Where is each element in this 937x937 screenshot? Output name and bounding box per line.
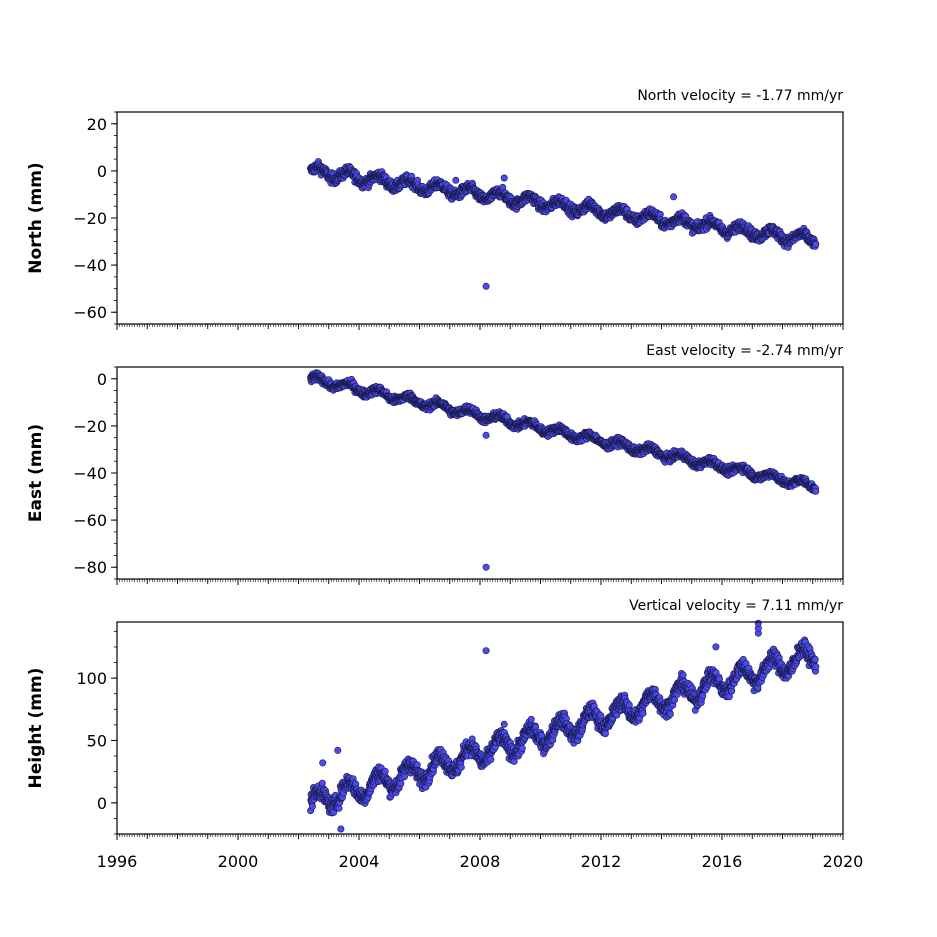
north-outlier-point [500, 174, 508, 182]
north-axes-frame [116, 111, 844, 325]
east-velocity-title: East velocity = -2.74 mm/yr [646, 343, 843, 359]
east-outlier-point [482, 431, 490, 439]
north-outlier-point [452, 176, 460, 184]
north-panel: North velocity = -1.77 mm/yr North (mm) … [26, 88, 844, 330]
height-axis-label: Height (mm) [26, 668, 46, 789]
height-data-point [397, 780, 405, 788]
north-data-point [812, 240, 820, 248]
height-data-point [335, 804, 343, 812]
height-panel: Vertical velocity = 7.11 mm/yr Height (m… [26, 598, 863, 871]
north-outlier-point [670, 193, 678, 201]
height-data-point [318, 779, 326, 787]
north-ytick-label: −60 [73, 303, 107, 322]
north-ytick-label: −40 [73, 256, 107, 275]
north-axis-label: North (mm) [26, 162, 46, 273]
height-scatter-series [307, 619, 820, 833]
height-data-point [400, 773, 408, 781]
east-ytick-label: −60 [73, 511, 107, 530]
east-axis-label: East (mm) [26, 424, 46, 522]
height-data-point [381, 767, 389, 775]
north-ytick-label: −20 [73, 209, 107, 228]
north-outlier-point [482, 282, 490, 290]
east-ytick-label: 0 [97, 370, 107, 389]
north-ytick-label: 0 [97, 162, 107, 181]
east-ytick-label: −80 [73, 558, 107, 577]
east-outlier-point [503, 412, 511, 420]
north-ytick-label: 20 [87, 115, 107, 134]
vertical-velocity-title: Vertical velocity = 7.11 mm/yr [629, 598, 843, 614]
east-panel: East velocity = -2.74 mm/yr East (mm) 0 −… [26, 343, 844, 585]
north-scatter-series [307, 158, 820, 290]
east-scatter-series [307, 369, 820, 571]
east-outlier-point [482, 563, 490, 571]
height-data-point [308, 802, 316, 810]
east-data-point [812, 487, 820, 495]
east-ytick-label: −40 [73, 464, 107, 483]
east-ytick-label: −20 [73, 417, 107, 436]
north-velocity-title: North velocity = -1.77 mm/yr [637, 88, 843, 104]
